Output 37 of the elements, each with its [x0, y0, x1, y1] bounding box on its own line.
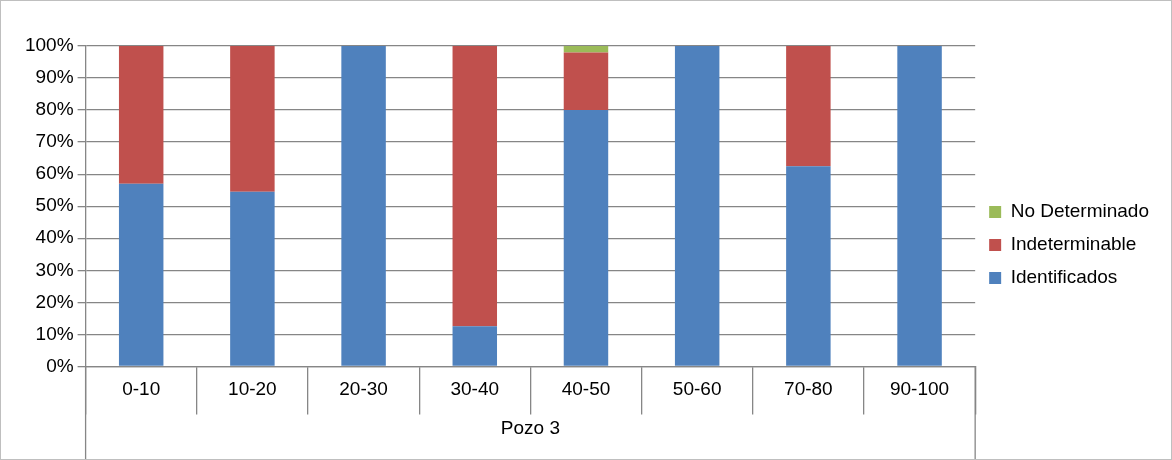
y-tick-label: 20%	[35, 290, 74, 312]
y-tick-label: 60%	[35, 162, 74, 184]
x-tick-label: 70-80	[784, 378, 833, 400]
x-tick-label: 20-30	[339, 378, 388, 400]
legend-label: No Determinado	[1010, 200, 1149, 222]
x-tick-label: 90-100	[889, 378, 950, 400]
y-tick-label: 0%	[46, 354, 74, 376]
y-tick-label: 70%	[35, 130, 74, 152]
y-tick-label: 50%	[35, 194, 74, 216]
x-tick-label: 30-40	[450, 378, 500, 400]
y-tick-label: 30%	[35, 258, 74, 280]
bar	[118, 183, 164, 366]
bar	[563, 110, 609, 366]
bar	[118, 46, 164, 184]
y-tick-label: 100%	[24, 34, 74, 56]
x-tick-label: 50-60	[672, 378, 722, 400]
x-tick-label: 0-10	[122, 378, 161, 400]
y-tick-label: 10%	[35, 322, 74, 344]
bar	[563, 52, 609, 111]
bar	[786, 46, 831, 167]
bar	[897, 46, 942, 366]
y-tick-label: 80%	[35, 98, 74, 120]
bar	[563, 46, 609, 53]
x-tick-label: 40-50	[561, 378, 611, 400]
bar	[230, 191, 275, 366]
bar	[786, 166, 831, 366]
legend-label: Identificados	[1010, 266, 1118, 288]
bar	[230, 46, 275, 192]
legend-label: Indeterminable	[1010, 233, 1137, 255]
bar	[452, 46, 498, 327]
bar	[341, 46, 386, 366]
y-tick-label: 40%	[35, 226, 74, 248]
bar	[452, 326, 498, 366]
y-tick-label: 90%	[35, 66, 74, 88]
x-tick-label: 10-20	[228, 378, 277, 400]
bar	[674, 46, 720, 366]
x-axis-title: Pozo 3	[500, 416, 560, 438]
